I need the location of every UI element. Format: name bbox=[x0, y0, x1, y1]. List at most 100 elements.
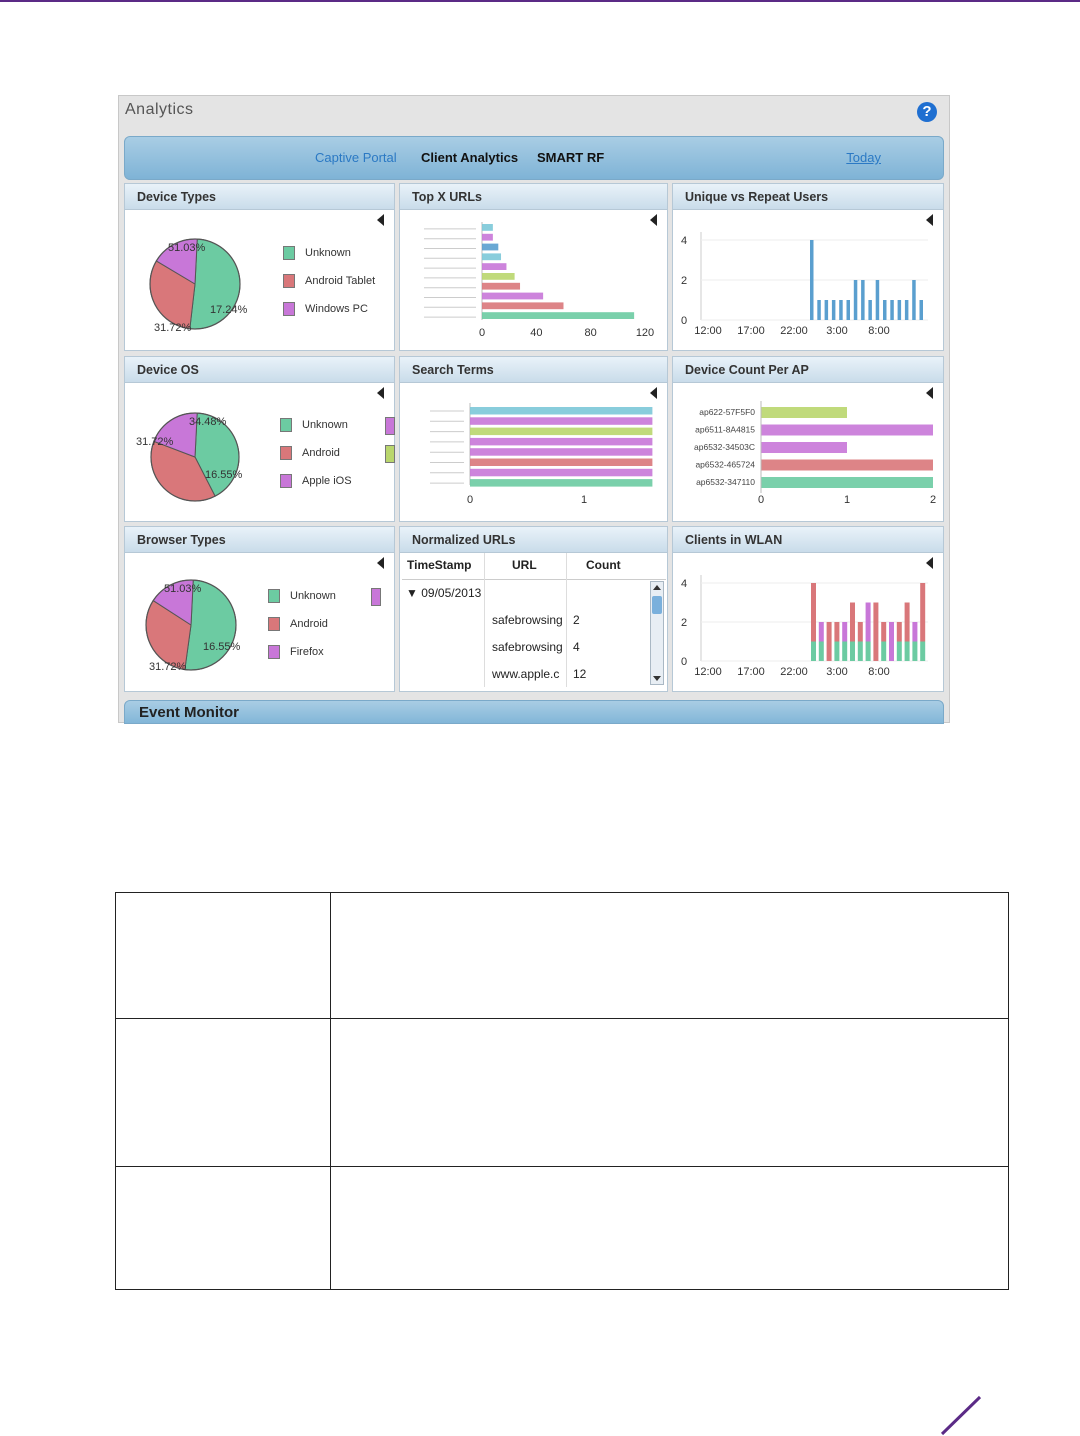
expand-triangle-icon[interactable]: ▼ bbox=[406, 586, 418, 600]
table-column-divider bbox=[330, 893, 331, 1289]
bar bbox=[824, 300, 829, 320]
legend-swatch bbox=[268, 589, 280, 603]
collapse-arrow-icon[interactable] bbox=[377, 214, 384, 226]
bar-segment bbox=[834, 622, 840, 642]
bar bbox=[761, 459, 933, 471]
bar bbox=[846, 300, 850, 320]
legend-label: Apple iOS bbox=[302, 474, 352, 487]
page-corner-slash-icon bbox=[940, 1395, 982, 1436]
collapse-arrow-icon[interactable] bbox=[926, 214, 933, 226]
panel-normalized-urls: Normalized URLs TimeStamp URL Count ▼ 09… bbox=[399, 526, 668, 692]
bar-segment bbox=[818, 641, 824, 661]
tick-label: 0 bbox=[681, 315, 687, 327]
legend-label: Unknown bbox=[305, 246, 351, 259]
legend-swatch bbox=[280, 418, 292, 432]
panel-unique-repeat: Unique vs Repeat Users 0 2 4 12:00 17:00 22:0… bbox=[672, 183, 944, 351]
tick-label: 40 bbox=[530, 327, 542, 339]
legend-label: Unknown bbox=[290, 589, 336, 602]
tick-label: 2 bbox=[930, 494, 936, 506]
table-group-row[interactable]: ▼ 09/05/2013 bbox=[406, 586, 481, 600]
legend-swatch bbox=[268, 617, 280, 631]
table-cell-url: safebrowsing bbox=[492, 640, 563, 654]
tick-label: 8:00 bbox=[868, 325, 889, 337]
legend-swatch-overflow bbox=[385, 445, 395, 463]
analytics-window: Analytics ? Captive Portal Client Analyt… bbox=[118, 95, 950, 724]
bar bbox=[470, 437, 653, 446]
bar bbox=[482, 273, 515, 280]
bar-segment bbox=[842, 641, 848, 661]
table-row bbox=[116, 1167, 1008, 1289]
scroll-up-icon[interactable] bbox=[653, 585, 661, 590]
tick-label: 0 bbox=[479, 327, 485, 339]
tab-captive-portal[interactable]: Captive Portal bbox=[315, 150, 397, 165]
panel-title: Device Count Per AP bbox=[673, 357, 943, 383]
bar bbox=[897, 300, 902, 320]
legend-swatch bbox=[283, 302, 295, 316]
column-header-timestamp[interactable]: TimeStamp bbox=[407, 558, 472, 572]
pie-data-label: 31.72% bbox=[149, 661, 187, 673]
legend-swatch bbox=[280, 474, 292, 488]
pie-data-label: 51.03% bbox=[168, 242, 206, 254]
tab-smart-rf[interactable]: SMART RF bbox=[537, 150, 605, 165]
bar bbox=[761, 477, 933, 488]
legend-label: Unknown bbox=[302, 418, 348, 431]
bar-segment bbox=[818, 622, 824, 642]
panel-title: Device OS bbox=[125, 357, 394, 383]
bar bbox=[482, 243, 499, 251]
device-types-pie: 51.03% 31.72% 17.24% bbox=[149, 238, 248, 334]
panel-title: Search Terms bbox=[400, 357, 667, 383]
bar-segment bbox=[904, 641, 910, 661]
bar-segment bbox=[826, 622, 832, 661]
description-table bbox=[115, 892, 1009, 1290]
top-urls-chart: 0 40 80 120 bbox=[424, 222, 654, 339]
bar bbox=[883, 300, 887, 320]
collapse-arrow-icon[interactable] bbox=[926, 387, 933, 399]
table-row bbox=[116, 1019, 1008, 1167]
event-monitor-header[interactable]: Event Monitor bbox=[124, 700, 944, 724]
collapse-arrow-icon[interactable] bbox=[926, 557, 933, 569]
collapse-arrow-icon[interactable] bbox=[650, 387, 657, 399]
bar-segment bbox=[865, 602, 871, 642]
pie-data-label: 16.55% bbox=[203, 641, 241, 653]
column-header-count[interactable]: Count bbox=[586, 558, 621, 572]
bar bbox=[919, 300, 923, 320]
bar bbox=[482, 302, 564, 310]
bar bbox=[853, 280, 858, 320]
help-icon[interactable]: ? bbox=[917, 102, 937, 122]
collapse-arrow-icon[interactable] bbox=[377, 387, 384, 399]
tick-label: 12:00 bbox=[694, 666, 722, 678]
collapse-arrow-icon[interactable] bbox=[650, 214, 657, 226]
panel-title: Device Types bbox=[125, 184, 394, 210]
table-cell-count: 2 bbox=[573, 613, 580, 627]
bar-segment bbox=[920, 583, 926, 642]
legend-swatch-overflow bbox=[385, 417, 395, 435]
tick-label: 8:00 bbox=[868, 666, 889, 678]
tab-client-analytics[interactable]: Client Analytics bbox=[421, 150, 519, 165]
pie-data-label: 17.24% bbox=[210, 304, 248, 316]
bar bbox=[470, 479, 653, 487]
legend-swatch bbox=[268, 645, 280, 659]
bar bbox=[482, 292, 544, 300]
bar-segment bbox=[857, 622, 863, 642]
panel-clients-wlan: Clients in WLAN 0 2 4 12:00 17:00 22:00 3:00 8:… bbox=[672, 526, 944, 692]
scroll-down-icon[interactable] bbox=[653, 676, 661, 681]
bar-segment bbox=[850, 641, 855, 661]
table-scrollbar[interactable] bbox=[650, 581, 664, 685]
scroll-thumb[interactable] bbox=[652, 596, 662, 614]
column-header-url[interactable]: URL bbox=[512, 558, 537, 572]
device-count-ap-chart: ap622-57F5F0 ap6511-8A4815 ap6532-34503C ap… bbox=[694, 401, 936, 506]
tick-label: 0 bbox=[758, 494, 764, 506]
bar bbox=[875, 280, 880, 320]
clients-wlan-chart: 0 2 4 12:00 17:00 22:00 3:00 8:00 bbox=[681, 575, 928, 678]
table-cell-count: 12 bbox=[573, 667, 587, 681]
bar bbox=[761, 407, 847, 418]
tick-label: 12:00 bbox=[694, 325, 722, 337]
bar bbox=[761, 424, 933, 436]
legend-swatch bbox=[283, 246, 295, 260]
bar-segment bbox=[896, 622, 902, 642]
today-link[interactable]: Today bbox=[846, 150, 881, 165]
collapse-arrow-icon[interactable] bbox=[377, 557, 384, 569]
bar-segment bbox=[865, 641, 871, 661]
